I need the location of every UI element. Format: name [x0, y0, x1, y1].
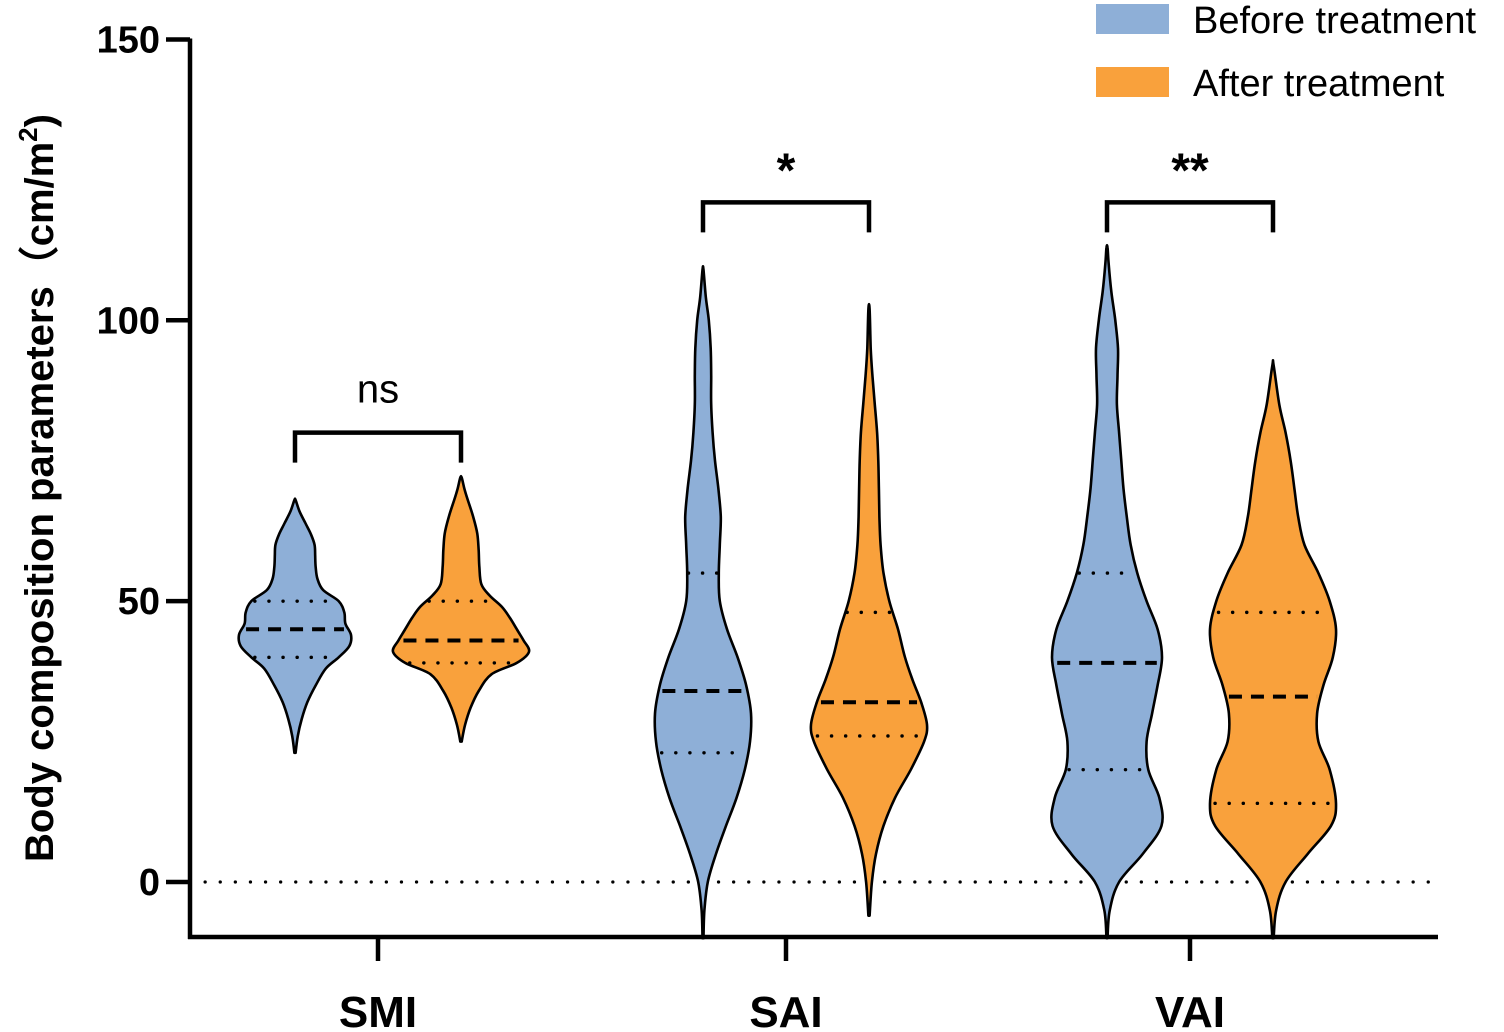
x-category-label-smi: SMI [339, 988, 417, 1032]
y-tick-label: 0 [139, 862, 160, 904]
violin-vai-before [1050, 243, 1164, 940]
violin-smi-after [391, 474, 531, 743]
violin-body [1208, 359, 1338, 940]
x-category-label-sai: SAI [749, 988, 822, 1032]
violin-smi-before [237, 497, 353, 755]
significance-label: ns [357, 368, 399, 412]
significance-sai: * [700, 144, 872, 233]
legend-label: Before treatment [1193, 0, 1476, 42]
y-axis-label: Body composition parameters（cm/m2) [13, 114, 62, 862]
legend-swatch [1096, 4, 1169, 34]
legend-swatch [1096, 67, 1169, 97]
legend-label: After treatment [1193, 63, 1445, 105]
violin-body [391, 474, 531, 743]
legend: Before treatment After treatment [1096, 0, 1476, 105]
violin-body [237, 497, 353, 755]
significance-vai: ** [1104, 144, 1276, 233]
significance-smi: ns [292, 368, 464, 463]
y-tick-label: 100 [97, 300, 160, 342]
violin-sai-after [809, 302, 929, 917]
legend-item-after: After treatment [1096, 63, 1445, 105]
significance-bracket [1104, 200, 1276, 233]
axes: 0 50 100 150 SMI SAI VAI [97, 19, 1438, 1032]
significance-bracket [292, 430, 464, 463]
violin-body [653, 264, 753, 940]
y-tick-label: 50 [118, 581, 160, 623]
significance-layer: ns* ** [292, 144, 1276, 463]
violin-vai-after [1208, 359, 1338, 940]
significance-label: ** [1171, 144, 1209, 197]
violin-body [809, 302, 929, 917]
x-category-label-vai: VAI [1155, 988, 1225, 1032]
legend-item-before: Before treatment [1096, 0, 1476, 42]
violin-body [1050, 243, 1164, 940]
violin-sai-before [653, 264, 753, 940]
violin-layer [237, 243, 1338, 940]
significance-bracket [700, 200, 872, 233]
significance-label: * [777, 144, 796, 197]
y-tick-label: 150 [97, 19, 160, 61]
